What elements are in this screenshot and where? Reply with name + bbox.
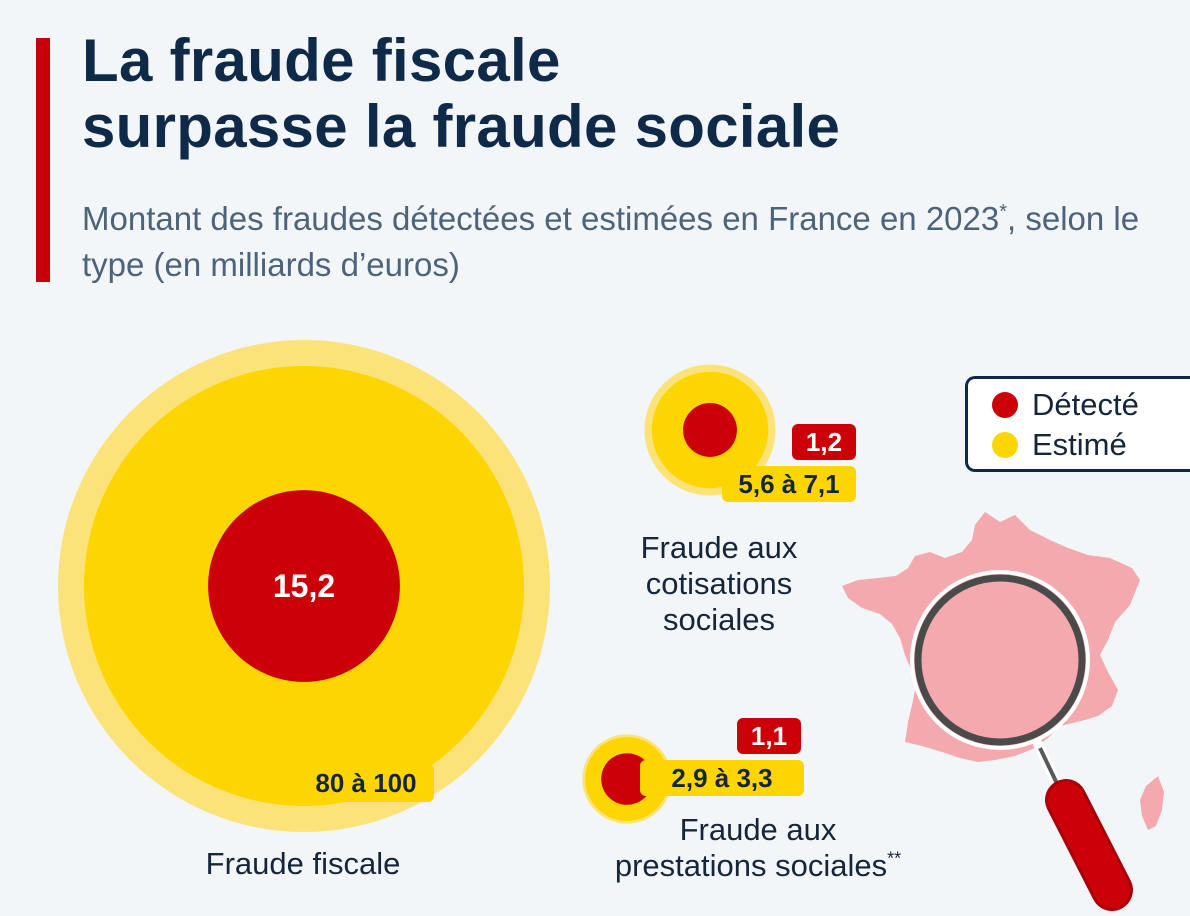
legend-item-estimated: Estimé [992,427,1127,463]
subtitle-text-end: , selon le type (en milliards d’euros) [82,200,1140,283]
label-footnote-mark: ** [887,848,902,869]
detected-circle [208,490,400,682]
detected-badge [737,718,801,754]
label-fraude-fiscale: Fraude fiscale [103,846,503,882]
detected-circle [601,753,653,805]
detected-circle [683,403,737,457]
bubble-fraude-fiscale: 15,2 80 à 100 [58,340,550,832]
france-map-illustration [842,512,1164,911]
estimated-value-label: 5,6 à 7,1 [738,469,839,499]
legend: Détecté Estimé [965,376,1190,472]
label-line: prestations sociales [614,848,888,883]
legend-label-detected: Détecté [1032,387,1139,422]
estimated-badge [722,466,856,502]
estimated-value-label: 80 à 100 [315,768,416,798]
label-line: Fraude aux [679,812,837,847]
legend-label-estimated: Estimé [1032,427,1127,462]
label-fraude-prestations: Fraude aux prestations sociales** [558,812,958,884]
detected-value-label: 15,2 [273,568,335,604]
title-line-1: La fraude fiscale [82,27,561,94]
label-line: Fraude aux [640,530,798,565]
accent-bar [36,38,50,282]
detected-value-label: 1,2 [806,427,842,457]
bubble-layer: 15,2 80 à 100 1,2 5,6 à 7,1 1,1 2,9 à 3,3 [58,340,856,832]
bubble-fraude-aux-cotisations-sociales: 1,2 5,6 à 7,1 [644,364,856,502]
label-line: cotisations [645,566,793,601]
estimated-badge [640,760,804,796]
subtitle-footnote-mark: * [999,201,1008,223]
detected-value-label: 1,1 [751,721,787,751]
estimated-badge [298,764,434,802]
legend-item-detected: Détecté [992,387,1139,423]
subtitle-text: Montant des fraudes détectées et estimée… [82,200,1000,237]
label-line: sociales [663,602,775,637]
legend-dot-estimated [992,432,1018,458]
label-fraude-cotisations: Fraude aux cotisations sociales [569,530,869,638]
legend-dot-detected [992,392,1018,418]
bubble-fraude-aux-prestations-sociales: 1,1 2,9 à 3,3 [582,718,804,824]
label-line: Fraude fiscale [205,846,401,881]
page-title: La fraude fiscale surpasse la fraude soc… [82,28,840,160]
title-line-2: surpasse la fraude sociale [82,93,841,160]
magnifier-rim [910,570,1090,750]
detected-badge [792,424,856,460]
subtitle: Montant des fraudes détectées et estimée… [82,196,1142,288]
corsica-shape [1140,776,1164,830]
magnifier-handle [1048,782,1130,908]
estimated-value-label: 2,9 à 3,3 [671,763,772,793]
magnifier-lens [914,574,1086,746]
